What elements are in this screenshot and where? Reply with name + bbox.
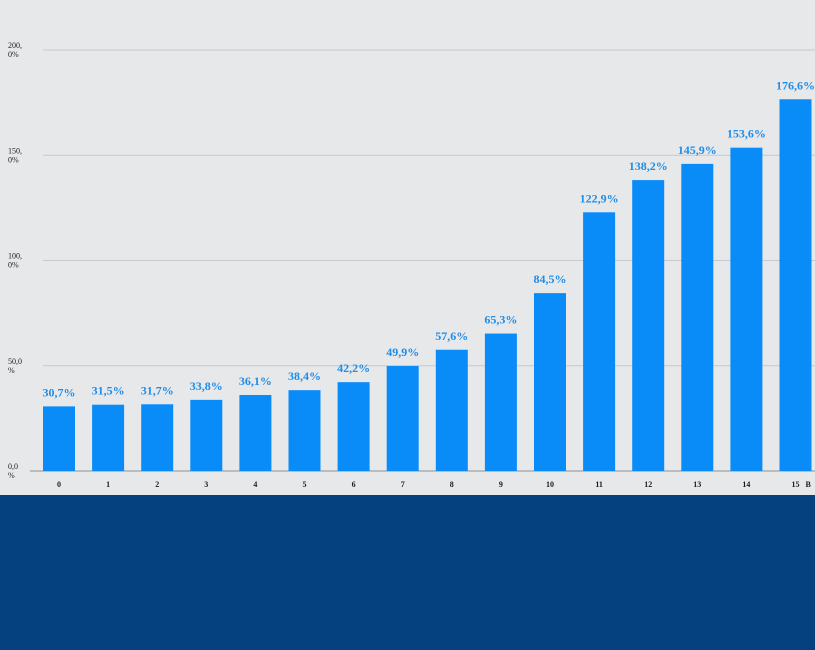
data-label: 153,6% bbox=[727, 127, 766, 141]
y-tick-label: 100, 0% bbox=[8, 252, 22, 270]
data-label: 36,1% bbox=[239, 374, 272, 388]
bar bbox=[484, 333, 517, 471]
y-tick-label: 0,0% bbox=[8, 462, 18, 480]
y-axis-ticks: 0,0 % 50,0 % 100, 0% 150, 0% 200, 0% bbox=[8, 41, 22, 480]
bar bbox=[92, 404, 125, 471]
bars bbox=[43, 99, 812, 472]
data-label: 57,6% bbox=[435, 329, 468, 343]
x-tick-label: 9 bbox=[499, 480, 503, 489]
x-tick-label: 6 bbox=[352, 480, 356, 489]
data-label: 122,9% bbox=[580, 191, 619, 205]
data-label: 30,7% bbox=[43, 385, 76, 399]
bar bbox=[141, 404, 174, 471]
x-tick-label: 2 bbox=[155, 480, 159, 489]
x-axis-ticks: 0 1 2 3 4 5 6 7 8 9 10 11 12 13 14 15 B bbox=[57, 480, 812, 489]
bar bbox=[190, 399, 223, 471]
bar bbox=[435, 349, 468, 471]
x-tick-label: 0 bbox=[57, 480, 61, 489]
bar bbox=[583, 212, 616, 471]
data-label: 176,6% bbox=[776, 78, 815, 92]
data-label: 42,2% bbox=[337, 361, 370, 375]
bar bbox=[681, 163, 714, 471]
data-label: 49,9% bbox=[386, 345, 419, 359]
bar bbox=[632, 180, 665, 472]
y-tick-label: 200, 0% bbox=[8, 41, 22, 59]
data-labels: 30,7% 31,5% 31,7% 33,8% 36,1% 38,4% 42,2% 49,9%… bbox=[43, 78, 815, 399]
chart-panel: 0,0% 50,0% 100, 0% 150, 0% 200, 0% 30,7% 31,5% 31… bbox=[0, 0, 815, 495]
x-tick-label: 8 bbox=[450, 480, 454, 489]
y-tick-label: 50,0% bbox=[8, 357, 22, 375]
bar bbox=[239, 395, 272, 471]
data-label: 84,5% bbox=[534, 272, 567, 286]
bar-chart: 0,0 %50,0 %100, 0%150, 0%200, 0% 30,7% 31,5% 31… bbox=[8, 41, 815, 489]
x-tick-label: 14 bbox=[742, 480, 750, 489]
x-tick-label: 5 bbox=[303, 480, 307, 489]
y-tick-label: 150, 0% bbox=[8, 146, 22, 164]
x-tick-label: 12 bbox=[644, 480, 652, 489]
data-label: 31,5% bbox=[92, 384, 125, 398]
bar bbox=[288, 390, 321, 471]
data-label: 138,2% bbox=[629, 159, 668, 173]
x-axis-trailing-text: B bbox=[806, 480, 812, 489]
x-tick-label: 15 bbox=[792, 480, 800, 489]
data-label: 31,7% bbox=[141, 383, 174, 397]
bar bbox=[386, 365, 419, 471]
bottom-band bbox=[0, 495, 815, 650]
bar bbox=[337, 382, 370, 471]
data-label: 33,8% bbox=[190, 379, 223, 393]
bar bbox=[43, 406, 75, 471]
x-tick-label: 4 bbox=[253, 480, 257, 489]
bar bbox=[779, 99, 812, 471]
data-label: 145,9% bbox=[678, 143, 717, 157]
bar bbox=[730, 147, 763, 471]
x-tick-label: 7 bbox=[401, 480, 405, 489]
x-tick-label: 1 bbox=[106, 480, 110, 489]
x-tick-label: 13 bbox=[693, 480, 701, 489]
data-label: 65,3% bbox=[484, 313, 517, 327]
bar bbox=[534, 293, 566, 471]
x-tick-label: 10 bbox=[546, 480, 554, 489]
x-tick-label: 3 bbox=[204, 480, 208, 489]
x-tick-label: 11 bbox=[595, 480, 603, 489]
data-label: 38,4% bbox=[288, 369, 321, 383]
